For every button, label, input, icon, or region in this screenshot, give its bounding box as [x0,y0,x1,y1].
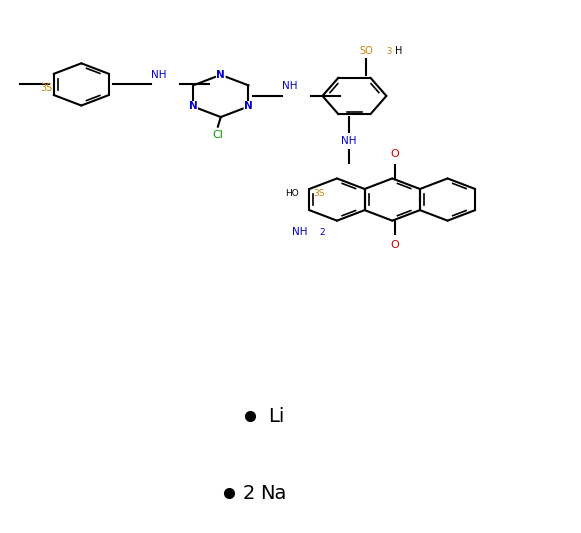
Text: N: N [216,70,225,80]
Text: Cl: Cl [213,131,223,141]
Text: 2: 2 [243,483,255,503]
Text: 3S: 3S [314,189,325,198]
Text: NH: NH [151,70,167,80]
Text: SO: SO [359,46,373,55]
Text: 3S: 3S [41,83,53,93]
Text: 2: 2 [320,228,325,237]
Text: N: N [244,101,253,111]
Text: NH: NH [341,136,356,146]
Text: 3: 3 [386,47,392,55]
Text: Na: Na [260,483,286,503]
Text: O: O [391,240,400,250]
Text: NH: NH [282,82,297,91]
Text: NH: NH [292,227,308,237]
Text: H: H [395,46,403,55]
Text: O: O [391,149,400,159]
Text: N: N [189,101,198,111]
Text: HO: HO [285,189,299,198]
Text: Li: Li [268,407,285,426]
